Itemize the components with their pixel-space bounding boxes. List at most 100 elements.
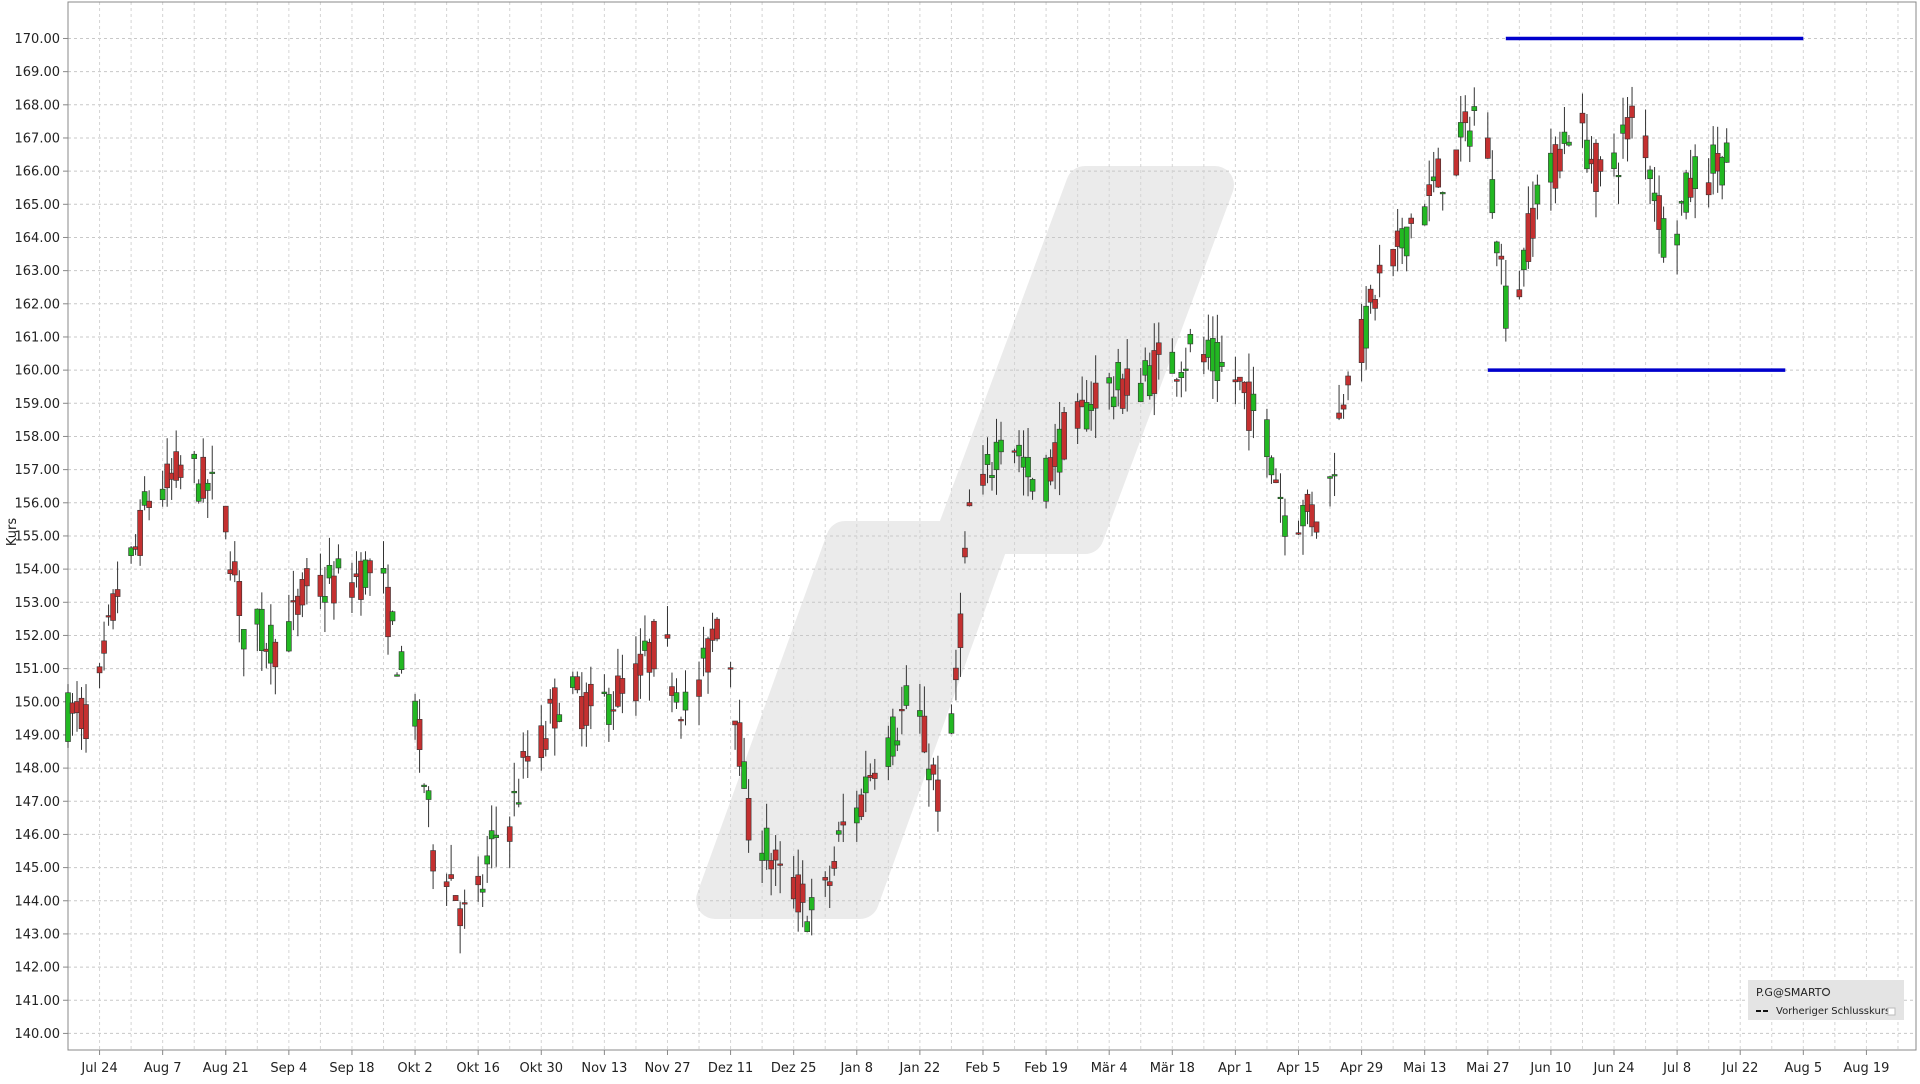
y-tick-label: 146.00 xyxy=(15,828,61,843)
candle-body xyxy=(204,482,211,491)
candle-body xyxy=(304,568,310,587)
candle-body xyxy=(367,560,373,574)
y-tick-label: 167.00 xyxy=(15,131,61,146)
candle-body xyxy=(664,634,671,639)
candle-body xyxy=(1214,342,1221,381)
candle-body xyxy=(1503,285,1509,329)
candle-body xyxy=(1137,382,1144,403)
y-tick-label: 168.00 xyxy=(15,98,61,113)
candle-body xyxy=(1615,174,1622,178)
x-tick-label: Aug 5 xyxy=(1784,1061,1822,1076)
candle-body xyxy=(1331,474,1338,477)
candle-body xyxy=(524,755,531,762)
y-tick-label: 142.00 xyxy=(15,961,61,976)
candle-body xyxy=(1201,354,1207,363)
candle-body xyxy=(128,547,134,556)
candle-body xyxy=(980,473,986,486)
y-tick-label: 144.00 xyxy=(15,894,61,909)
candle-body xyxy=(1439,192,1446,195)
x-tick-label: Nov 13 xyxy=(581,1061,627,1076)
y-tick-label: 151.00 xyxy=(15,662,61,677)
x-tick-label: Jul 24 xyxy=(80,1061,117,1076)
candle-body xyxy=(957,613,964,648)
candle-body xyxy=(1629,105,1635,118)
candle-body xyxy=(1016,444,1022,457)
x-tick-label: Dez 25 xyxy=(771,1061,817,1076)
candle-body xyxy=(1372,299,1378,309)
candle-body xyxy=(1336,412,1342,419)
candle-body xyxy=(443,881,450,887)
candle-body xyxy=(669,686,675,696)
candle-body xyxy=(678,719,684,722)
candle-body xyxy=(1557,148,1563,172)
candle-body xyxy=(1367,288,1374,303)
candle-body xyxy=(493,834,499,839)
y-tick-label: 164.00 xyxy=(15,231,61,246)
level-lines xyxy=(1487,36,1804,372)
candle-body xyxy=(1485,137,1491,159)
candle-body xyxy=(1611,152,1617,169)
candle-body xyxy=(1624,117,1631,140)
candle-body xyxy=(741,761,747,789)
candle-body xyxy=(101,640,107,654)
y-tick-label: 141.00 xyxy=(15,994,61,1009)
y-tick-label: 162.00 xyxy=(15,297,61,312)
plot-border xyxy=(67,1,1917,1051)
candle-body xyxy=(763,827,770,861)
candle-body xyxy=(380,567,387,574)
candle-body xyxy=(1435,158,1442,188)
candle-body xyxy=(1264,419,1270,458)
candle-body xyxy=(903,685,910,706)
candle-body xyxy=(1462,111,1469,124)
y-tick-label: 140.00 xyxy=(15,1027,61,1042)
candle-body xyxy=(1674,233,1680,246)
x-tick-label: Jan 22 xyxy=(899,1061,941,1076)
candle-body xyxy=(461,902,468,905)
candle-body xyxy=(984,454,991,465)
candle-body xyxy=(714,618,720,640)
candle-body xyxy=(1187,333,1194,345)
candle-body xyxy=(1390,248,1396,267)
candle-body xyxy=(872,772,878,779)
candle-body xyxy=(65,692,71,742)
x-tick-label: Feb 19 xyxy=(1024,1061,1068,1076)
candle-body xyxy=(1304,493,1311,512)
candle-body xyxy=(989,475,995,478)
candle-body xyxy=(619,678,626,694)
candle-body xyxy=(1110,396,1117,408)
candle-body xyxy=(1277,496,1284,500)
candle-body xyxy=(768,860,774,870)
candle-body xyxy=(1516,289,1523,298)
x-tick-label: Aug 21 xyxy=(203,1061,249,1076)
y-tick-label: 160.00 xyxy=(15,364,61,379)
candle-body xyxy=(1723,142,1730,163)
candle-body xyxy=(935,779,941,812)
y-tick-label: 161.00 xyxy=(15,330,61,345)
candle-body xyxy=(1092,382,1099,409)
candle-body xyxy=(1124,368,1131,396)
candle-body xyxy=(556,714,563,722)
candle-body xyxy=(998,439,1004,453)
x-tick-label: Jun 10 xyxy=(1529,1061,1571,1076)
x-tick-label: Sep 18 xyxy=(329,1061,374,1076)
x-tick-label: Apr 29 xyxy=(1340,1061,1383,1076)
watermark-logo xyxy=(696,166,1234,919)
candle-body xyxy=(1421,206,1428,226)
candle-body xyxy=(110,593,116,621)
x-tick-label: Mär 18 xyxy=(1150,1061,1195,1076)
candle-body xyxy=(1642,135,1649,159)
y-tick-label: 165.00 xyxy=(15,198,61,213)
candle-body xyxy=(651,620,657,670)
x-tick-label: Jan 8 xyxy=(840,1061,873,1076)
x-tick-label: Sep 4 xyxy=(270,1061,307,1076)
candle-body xyxy=(899,709,905,712)
candle-body xyxy=(231,561,238,576)
candle-body xyxy=(114,589,121,597)
y-tick-label: 143.00 xyxy=(15,927,61,942)
candle-body xyxy=(96,666,103,674)
candle-body xyxy=(146,500,152,508)
candle-body xyxy=(551,687,558,729)
x-tick-label: Mai 27 xyxy=(1466,1061,1509,1076)
candle-body xyxy=(1047,457,1054,482)
